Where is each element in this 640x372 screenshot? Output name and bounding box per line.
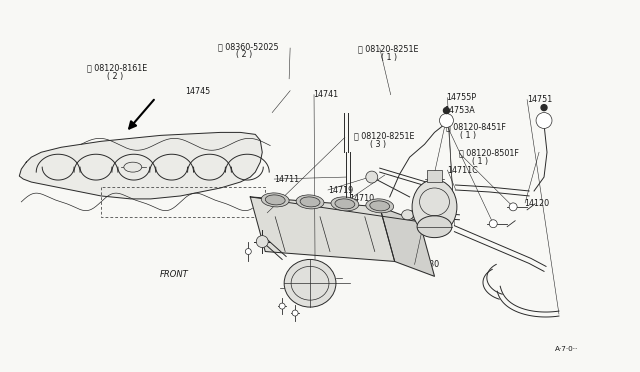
Ellipse shape [402, 210, 413, 220]
Circle shape [489, 220, 497, 228]
Text: Ⓑ 08120-8501F: Ⓑ 08120-8501F [459, 148, 519, 157]
Ellipse shape [124, 162, 142, 172]
Ellipse shape [366, 199, 394, 213]
Text: Ⓑ 08120-8251E: Ⓑ 08120-8251E [355, 132, 415, 141]
Text: 14755P: 14755P [446, 93, 476, 102]
Text: Ⓑ 08120-8251E: Ⓑ 08120-8251E [358, 44, 419, 53]
Text: 14753A: 14753A [444, 106, 475, 115]
Text: A·7·0··: A·7·0·· [554, 346, 578, 352]
Circle shape [536, 113, 552, 128]
Ellipse shape [335, 199, 355, 209]
Circle shape [440, 113, 453, 128]
Ellipse shape [296, 195, 324, 209]
Bar [426, 170, 442, 182]
Ellipse shape [417, 216, 452, 238]
Circle shape [366, 171, 378, 183]
Text: 14711: 14711 [274, 175, 300, 184]
Text: 14711C: 14711C [447, 166, 478, 174]
Circle shape [509, 203, 517, 211]
Text: 14751: 14751 [527, 96, 552, 105]
Text: 14710: 14710 [349, 195, 374, 203]
Text: ( 1 ): ( 1 ) [381, 53, 397, 62]
Text: 14719: 14719 [328, 186, 353, 195]
Ellipse shape [261, 193, 289, 207]
Ellipse shape [265, 195, 285, 205]
Text: Ⓑ 08120-8161E: Ⓑ 08120-8161E [88, 63, 148, 72]
Circle shape [541, 105, 547, 110]
Text: ( 2 ): ( 2 ) [236, 51, 252, 60]
Text: 14730: 14730 [414, 260, 440, 269]
Ellipse shape [370, 201, 390, 211]
Text: Ⓑ 08120-8451F: Ⓑ 08120-8451F [446, 122, 506, 131]
Ellipse shape [284, 259, 336, 307]
Text: ( 1 ): ( 1 ) [472, 157, 488, 166]
Circle shape [279, 303, 285, 309]
Ellipse shape [300, 197, 320, 207]
Circle shape [245, 248, 252, 254]
Circle shape [444, 108, 449, 113]
Text: Ⓜ 08360-52025: Ⓜ 08360-52025 [218, 42, 278, 51]
Polygon shape [19, 132, 262, 199]
Ellipse shape [412, 180, 457, 234]
Text: FRONT: FRONT [159, 270, 188, 279]
Text: ( 3 ): ( 3 ) [370, 140, 386, 149]
Text: ( 1 ): ( 1 ) [460, 131, 476, 140]
Ellipse shape [331, 197, 359, 211]
Text: 14120: 14120 [524, 199, 549, 208]
Polygon shape [380, 207, 435, 276]
Text: 14720: 14720 [268, 208, 293, 218]
Circle shape [292, 310, 298, 316]
Circle shape [256, 235, 268, 247]
Text: ( 2 ): ( 2 ) [106, 72, 123, 81]
Polygon shape [250, 197, 395, 262]
Text: 14745: 14745 [185, 87, 210, 96]
Text: 14741: 14741 [314, 90, 339, 99]
